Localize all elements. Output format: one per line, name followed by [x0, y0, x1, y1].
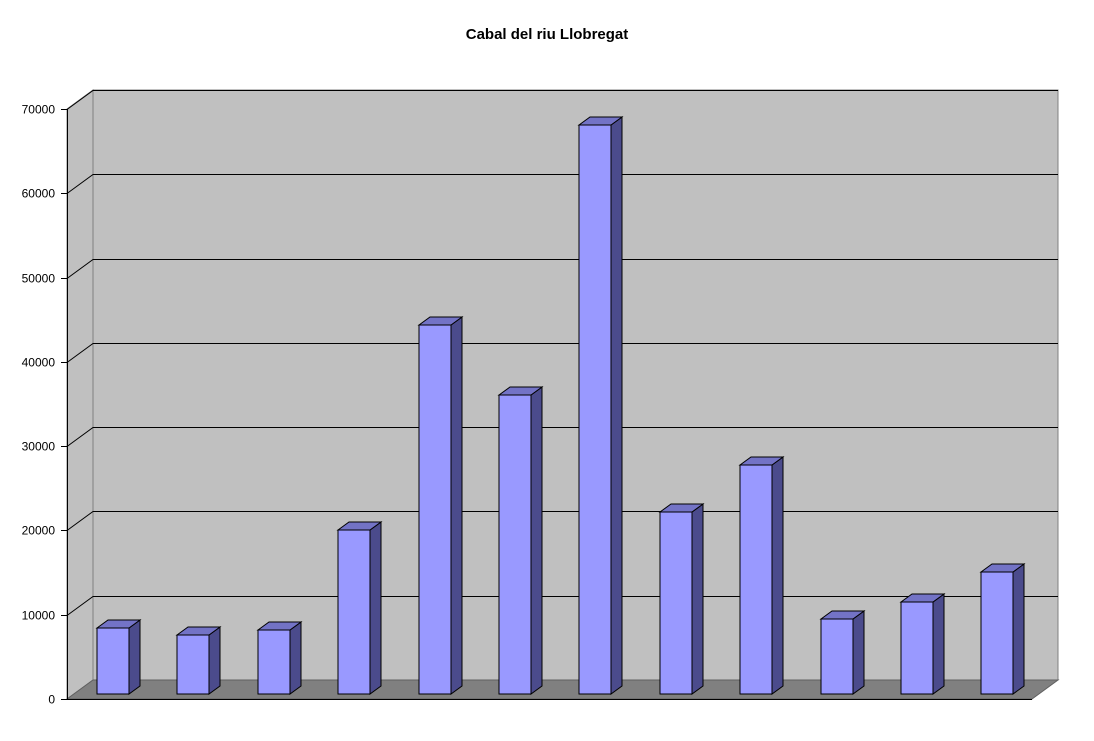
bar — [899, 593, 946, 695]
bar-side — [932, 593, 945, 695]
bar-front — [900, 601, 934, 695]
y-tick-label: 10000 — [22, 609, 56, 623]
bar — [497, 386, 544, 695]
gridline — [66, 174, 1058, 194]
bar-front — [498, 394, 532, 695]
bar-front — [578, 124, 612, 695]
bar-front — [257, 629, 291, 695]
bar — [95, 619, 142, 695]
bar-front — [96, 627, 130, 695]
gridline — [66, 343, 1058, 363]
gridline — [66, 259, 1058, 279]
y-tick-label: 0 — [48, 693, 55, 707]
gridline — [66, 596, 1058, 616]
bar — [577, 116, 624, 695]
bar — [175, 626, 222, 695]
bar-side — [450, 316, 463, 695]
bar-front — [820, 618, 854, 695]
chart-title: Cabal del riu Llobregat — [466, 26, 629, 43]
bar-side — [530, 386, 543, 695]
side-wall — [66, 89, 94, 700]
bar-front — [980, 571, 1014, 695]
bar-side — [1012, 563, 1025, 695]
y-axis — [61, 109, 1032, 700]
y-tick-label: 70000 — [22, 103, 56, 117]
bar — [819, 610, 866, 695]
bar-side — [691, 503, 704, 695]
y-tick-labels: 0 10000 20000 30000 40000 50000 60000 70000 — [22, 103, 56, 707]
y-tick-label: 20000 — [22, 524, 56, 538]
bar — [738, 456, 785, 695]
y-tick-label: 50000 — [22, 272, 56, 286]
gridlines — [66, 90, 1058, 616]
bar — [417, 316, 464, 695]
gridline — [66, 511, 1058, 531]
bar — [336, 521, 383, 695]
bars — [95, 116, 1026, 695]
bar-side — [208, 626, 221, 695]
bar-side — [289, 621, 302, 695]
plot-back-wall — [66, 89, 1059, 700]
bar-front — [337, 529, 371, 695]
bar-side — [610, 116, 623, 695]
gridline — [66, 427, 1058, 447]
bar-front — [418, 324, 452, 695]
bar-front — [659, 511, 693, 695]
bar-side — [852, 610, 865, 695]
bar — [658, 503, 705, 695]
y-tick-label: 30000 — [22, 440, 56, 454]
bar-side — [771, 456, 784, 695]
bar-front — [176, 634, 210, 695]
y-tick-label: 60000 — [22, 187, 56, 201]
gridline — [66, 90, 1058, 110]
bar — [979, 563, 1026, 695]
bar-side — [369, 521, 382, 695]
y-tick-label: 40000 — [22, 356, 56, 370]
bar — [256, 621, 303, 695]
back-wall — [92, 89, 1059, 681]
bar-front — [739, 464, 773, 695]
bar-side — [128, 619, 141, 695]
